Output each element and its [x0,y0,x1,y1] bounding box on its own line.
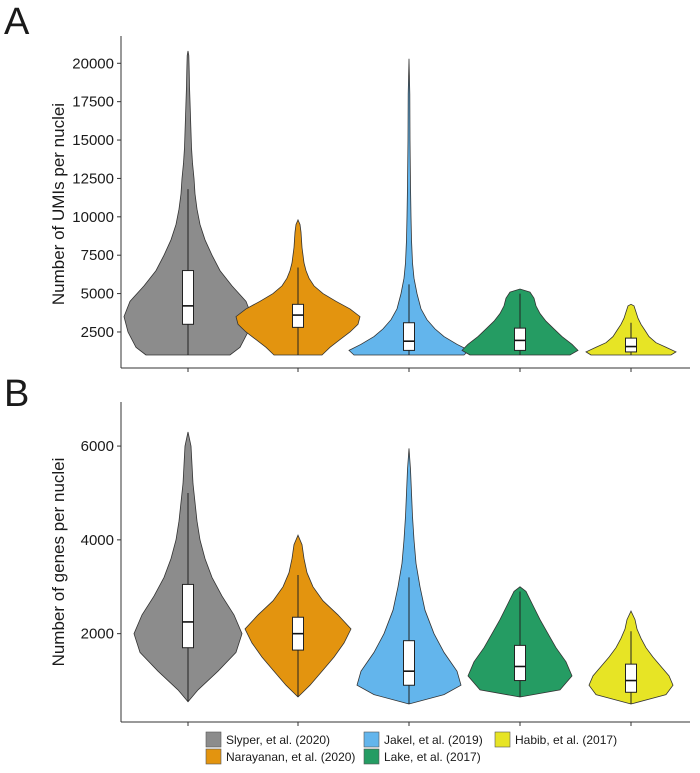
panel-b-violin-jakel [356,448,462,705]
panel-a-y-tick-label: 17500 [72,94,114,111]
panel-a-y-tick-label: 7500 [81,247,114,264]
panel-b-y-axis-title: Number of genes per nuclei [49,458,68,667]
panel-a-y-tick-label: 15000 [72,132,114,149]
panel-b-box-jakel [403,640,415,686]
panel-b-letter: B [4,373,29,415]
legend-label-slyper: Slyper, et al. (2020) [226,733,330,747]
panel-b-axes: 2000 4000 6000 [81,402,690,726]
panel-a-y-tick-label: 10000 [72,209,114,226]
panel-a-letter: A [4,1,30,43]
panel-a-y-axis-title: Number of UMIs per nuclei [49,103,68,305]
panel-b-y-tick-label: 4000 [81,532,114,549]
panel-b: B Number of genes per nuclei 2000 4000 600… [4,373,690,726]
panel-a-axes: 2500 5000 7500 10000 12500 15000 17500 20000 [72,36,690,372]
legend-label-lake: Lake, et al. (2017) [384,750,481,764]
panel-a-box-lake [514,327,526,351]
legend-swatch-jakel [363,731,380,748]
legend: Slyper, et al. (2020) Narayanan, et al. (… [205,731,617,765]
panel-a-box-slyper [182,270,194,325]
legend-label-narayanan: Narayanan, et al. (2020) [226,750,355,764]
panel-a-violin-jakel [348,58,470,356]
panel-a-box-habib [625,337,637,353]
panel-a-y-tick-label: 5000 [81,286,114,303]
legend-swatch-lake [363,748,380,765]
panel-b-y-tick-label: 6000 [81,438,114,455]
panel-a: A Number of UMIs per nuclei 2500 5000 7500… [4,1,690,372]
legend-swatch-narayanan [205,748,222,765]
panel-b-box-habib [625,663,637,693]
panel-a-y-tick-label: 2500 [81,324,114,341]
legend-swatch-slyper [205,731,222,748]
legend-swatch-habib [494,731,511,748]
legend-label-jakel: Jakel, et al. (2019) [384,733,483,747]
panel-a-y-tick-label: 12500 [72,170,114,187]
panel-a-y-tick-label: 20000 [72,55,114,72]
legend-label-habib: Habib, et al. (2017) [515,733,617,747]
panel-b-violins [133,431,674,705]
panel-b-y-tick-label: 2000 [81,626,114,643]
panel-b-box-slyper [182,583,194,649]
panel-b-box-lake [514,644,526,682]
panel-a-box-jakel [403,322,415,351]
panel-a-violins [123,50,677,356]
